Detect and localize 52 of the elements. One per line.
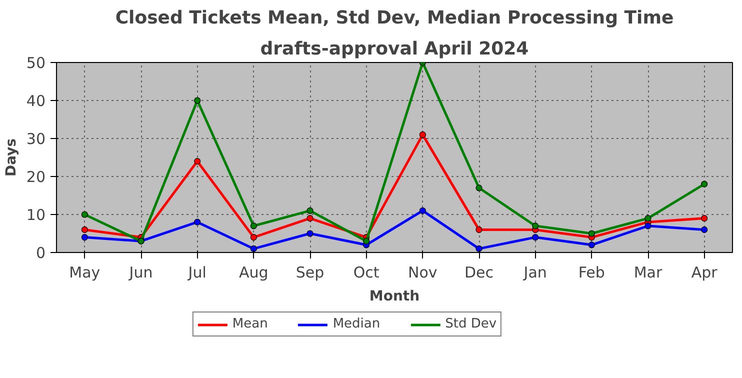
point (306, 207, 314, 214)
point (194, 218, 201, 226)
point (644, 222, 652, 230)
point (250, 234, 257, 241)
x-tick-label: Dec (464, 264, 494, 282)
y-tick-label: 0 (36, 244, 46, 262)
point (81, 234, 88, 241)
point (588, 230, 595, 237)
point (476, 226, 482, 233)
chart-subtitle: drafts-approval April 2024 (260, 38, 529, 60)
legend-label: Std Dev (445, 316, 497, 332)
point (588, 242, 595, 248)
y-tick-label: 30 (26, 130, 46, 148)
point (532, 222, 539, 230)
point (306, 230, 314, 237)
point (701, 215, 708, 222)
point (532, 234, 539, 241)
y-axis-title: Days (3, 138, 20, 177)
point (250, 245, 257, 252)
x-tick-label: Feb (578, 264, 605, 282)
legend-label: Mean (232, 316, 268, 332)
point (419, 207, 426, 214)
x-axis-title: Month (369, 288, 420, 304)
y-tick-label: 50 (26, 54, 46, 72)
point (194, 97, 201, 104)
y-tick-label: 20 (26, 168, 46, 186)
point (81, 226, 88, 233)
point (250, 222, 257, 230)
x-tick-label: Apr (691, 264, 718, 282)
x-tick-label: Jul (187, 264, 206, 282)
point (476, 245, 482, 252)
x-tick-label: Mar (634, 264, 663, 282)
x-tick-label: Oct (353, 264, 380, 282)
point (701, 226, 708, 233)
point (306, 215, 314, 222)
legend-label: Median (332, 316, 380, 332)
point (644, 215, 652, 222)
y-tick-label: 10 (26, 206, 46, 224)
x-tick-label: Nov (408, 264, 438, 282)
chart-title: Closed Tickets Mean, Std Dev, Median Processing Time (115, 8, 674, 28)
x-tick-label: May (69, 264, 100, 282)
point (476, 184, 482, 192)
y-tick-label: 40 (26, 92, 46, 110)
x-tick-label: Jan (522, 264, 547, 282)
x-tick-label: Aug (239, 264, 268, 282)
point (363, 238, 370, 244)
point (419, 131, 426, 138)
point (701, 180, 708, 188)
point (81, 211, 88, 218)
x-tick-label: Sep (296, 264, 324, 282)
x-tick-label: Jun (128, 264, 153, 282)
point (194, 158, 201, 165)
